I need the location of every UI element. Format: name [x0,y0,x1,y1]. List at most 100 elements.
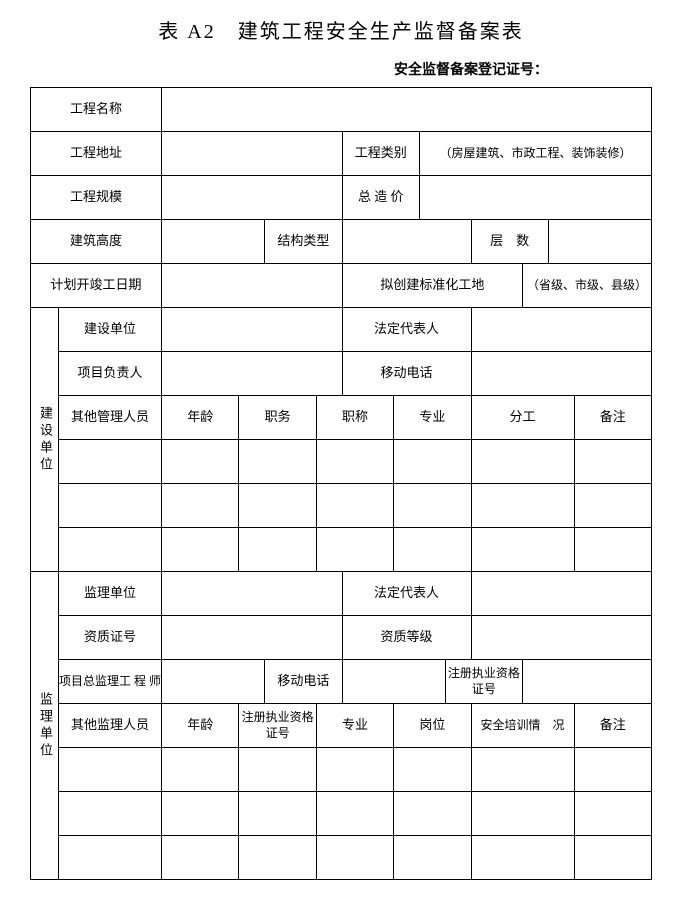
table-row [316,792,393,836]
col-sup-remark: 备注 [574,704,651,748]
form-title: 表 A2 建筑工程安全生产监督备案表 [30,15,652,44]
table-row [316,484,393,528]
value-project-addr [162,132,342,176]
table-row [394,748,471,792]
table-row [471,528,574,572]
table-row [239,440,316,484]
value-level-note: （省级、市级、县级） [523,264,652,308]
value-project-scale [162,176,342,220]
table-row [239,836,316,880]
value-building-height [162,220,265,264]
value-sup-reg-cert [523,660,652,704]
table-row [162,440,239,484]
col-sup-major: 专业 [316,704,393,748]
label-plan-date: 计划开竣工日期 [31,264,162,308]
table-row [59,748,162,792]
table-row [316,440,393,484]
col-title: 职称 [316,396,393,440]
col-sup-training: 安全培训情 况 [471,704,574,748]
table-row [59,440,162,484]
table-row [394,528,471,572]
label-sup-qual-cert: 资质证号 [59,616,162,660]
filing-form-table: 工程名称 工程地址 工程类别 （房屋建筑、市政工程、装饰装修） 工程规模 总 造… [30,87,652,880]
section-supervision-unit: 监理单位 [31,572,59,880]
label-project-scale: 工程规模 [31,176,162,220]
label-floors: 层 数 [471,220,548,264]
label-struct-type: 结构类型 [265,220,342,264]
table-row [162,748,239,792]
label-cons-other-mgr: 其他管理人员 [59,396,162,440]
value-total-cost [419,176,651,220]
value-sup-qual-cert [162,616,342,660]
table-row [471,484,574,528]
table-row [316,748,393,792]
value-project-name [162,88,652,132]
value-cons-unit [162,308,342,352]
value-sup-chief-eng [162,660,265,704]
table-row [162,484,239,528]
table-row [471,792,574,836]
col-sup-post: 岗位 [394,704,471,748]
value-floors [548,220,651,264]
table-row [394,440,471,484]
table-row [394,792,471,836]
label-cons-proj-leader: 项目负责人 [59,352,162,396]
table-row [394,484,471,528]
table-row [162,528,239,572]
label-sup-legal-rep: 法定代表人 [342,572,471,616]
table-row [316,528,393,572]
col-age: 年龄 [162,396,239,440]
col-major: 专业 [394,396,471,440]
table-row [239,792,316,836]
value-project-type-note: （房屋建筑、市政工程、装饰装修） [419,132,651,176]
label-sup-other: 其他监理人员 [59,704,162,748]
section-construction-unit: 建设单位 [31,308,59,572]
value-plan-date [162,264,342,308]
table-row [162,836,239,880]
table-row [471,836,574,880]
value-cons-proj-leader [162,352,342,396]
table-row [574,836,651,880]
table-row [394,836,471,880]
label-project-type: 工程类别 [342,132,419,176]
label-sup-reg-cert: 注册执业资格证号 [445,660,522,704]
table-row [471,440,574,484]
value-sup-legal-rep [471,572,652,616]
label-sup-unit: 监理单位 [59,572,162,616]
table-row [316,836,393,880]
col-sup-regcert: 注册执业资格证号 [239,704,316,748]
table-row [239,484,316,528]
label-std-site: 拟创建标准化工地 [342,264,522,308]
col-work: 分工 [471,396,574,440]
table-row [59,484,162,528]
table-row [239,748,316,792]
value-cons-mobile [471,352,652,396]
label-cons-unit: 建设单位 [59,308,162,352]
table-row [59,836,162,880]
registration-number-label: 安全监督备案登记证号： [30,59,652,79]
table-row [574,748,651,792]
col-sup-age: 年龄 [162,704,239,748]
label-cons-mobile: 移动电话 [342,352,471,396]
table-row [239,528,316,572]
label-project-name: 工程名称 [31,88,162,132]
label-sup-mobile: 移动电话 [265,660,342,704]
label-sup-chief-eng: 项目总监理工 程 师 [59,660,162,704]
table-row [162,792,239,836]
value-sup-qual-grade [471,616,652,660]
label-total-cost: 总 造 价 [342,176,419,220]
label-building-height: 建筑高度 [31,220,162,264]
label-cons-legal-rep: 法定代表人 [342,308,471,352]
table-row [59,792,162,836]
table-row [574,792,651,836]
table-row [59,528,162,572]
value-sup-mobile [342,660,445,704]
table-row [471,748,574,792]
col-duty: 职务 [239,396,316,440]
table-row [574,440,651,484]
label-sup-qual-grade: 资质等级 [342,616,471,660]
value-struct-type [342,220,471,264]
table-row [574,528,651,572]
value-cons-legal-rep [471,308,652,352]
label-project-addr: 工程地址 [31,132,162,176]
